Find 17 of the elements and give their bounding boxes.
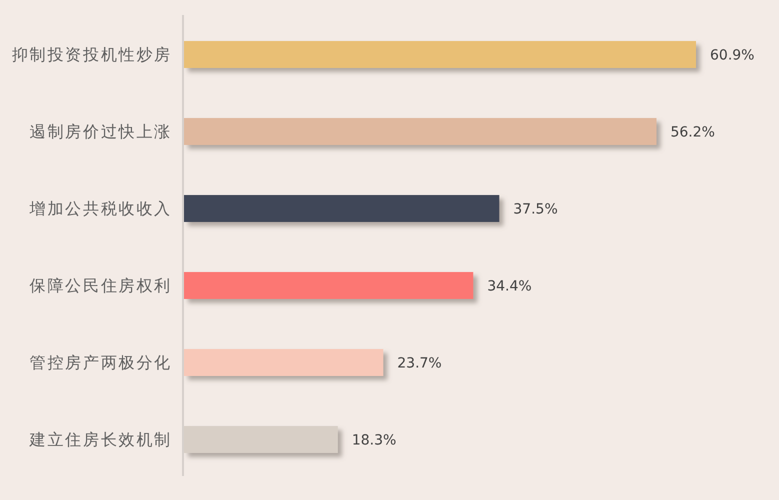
data-label: 18.3% (352, 432, 396, 448)
data-label: 37.5% (513, 201, 558, 218)
data-label: 56.2% (670, 124, 715, 140)
y-tick-label: 遏制房价过快上涨 (30, 122, 172, 142)
bar (184, 349, 384, 376)
y-tick-label: 建立住房长效机制 (28, 430, 172, 450)
data-label: 60.9% (710, 47, 754, 64)
data-label: 23.7% (397, 355, 442, 372)
y-tick-label: 管控房产两极分化 (30, 353, 172, 372)
data-label: 34.4% (487, 278, 532, 294)
y-tick-label: 保障公民住房权利 (30, 276, 172, 296)
bar (184, 118, 656, 145)
bar (184, 195, 500, 222)
y-tick-label: 增加公共税收收入 (28, 199, 172, 218)
bar (184, 272, 474, 299)
y-tick-label: 抑制投资投机性炒房 (12, 45, 172, 64)
bar (184, 41, 696, 68)
